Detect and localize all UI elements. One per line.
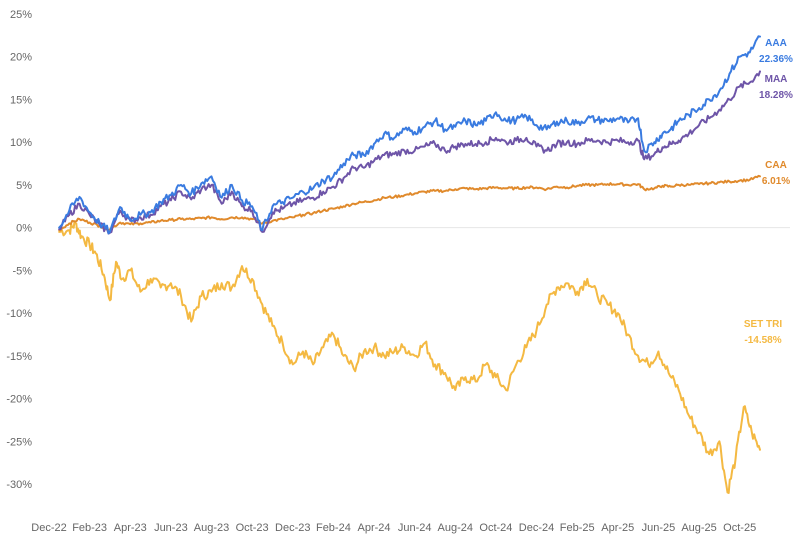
x-tick-label: Jun-23	[154, 522, 188, 534]
x-tick-label: Feb-24	[316, 522, 351, 534]
x-tick-label: Apr-25	[601, 522, 634, 534]
series-line-maa	[58, 70, 761, 235]
series-line-aaa	[58, 35, 761, 235]
x-tick-label: Dec-23	[275, 522, 310, 534]
x-tick-label: Feb-25	[560, 522, 595, 534]
y-tick-label: 15%	[10, 94, 32, 106]
x-tick-label: Aug-24	[438, 522, 473, 534]
y-tick-label: -25%	[6, 436, 32, 448]
x-tick-label: Jun-24	[398, 522, 432, 534]
x-tick-label: Oct-24	[479, 522, 512, 534]
y-tick-label: -10%	[6, 308, 32, 320]
x-tick-label: Aug-23	[194, 522, 229, 534]
series-end-value-aaa: 22.36%	[759, 54, 793, 65]
y-tick-label: 5%	[16, 180, 32, 192]
x-tick-label: Aug-25	[681, 522, 716, 534]
y-tick-label: -30%	[6, 479, 32, 491]
x-tick-label: Apr-23	[114, 522, 147, 534]
y-tick-label: 25%	[10, 9, 32, 21]
x-tick-label: Oct-25	[723, 522, 756, 534]
series-line-caa	[58, 174, 761, 232]
y-tick-label: 20%	[10, 52, 32, 64]
series-label-caa: CAA	[765, 160, 787, 171]
y-tick-label: -20%	[6, 394, 32, 406]
y-tick-label: -5%	[12, 265, 32, 277]
y-tick-label: 0%	[16, 223, 32, 235]
series-label-set-tri: SET TRI	[744, 319, 783, 330]
series-end-value-maa: 18.28%	[759, 90, 793, 101]
series-label-aaa: AAA	[765, 38, 787, 49]
series-line-set-tri	[58, 220, 761, 494]
series-end-value-caa: 6.01%	[762, 176, 790, 187]
x-tick-label: Dec-24	[519, 522, 554, 534]
x-tick-label: Apr-24	[358, 522, 391, 534]
series-label-maa: MAA	[765, 74, 788, 85]
y-tick-label: -15%	[6, 351, 32, 363]
x-tick-label: Oct-23	[236, 522, 269, 534]
x-tick-label: Feb-23	[72, 522, 107, 534]
x-tick-label: Dec-22	[31, 522, 66, 534]
x-tick-label: Jun-25	[642, 522, 676, 534]
y-tick-label: 10%	[10, 137, 32, 149]
series-end-value-set-tri: -14.58%	[744, 335, 781, 346]
